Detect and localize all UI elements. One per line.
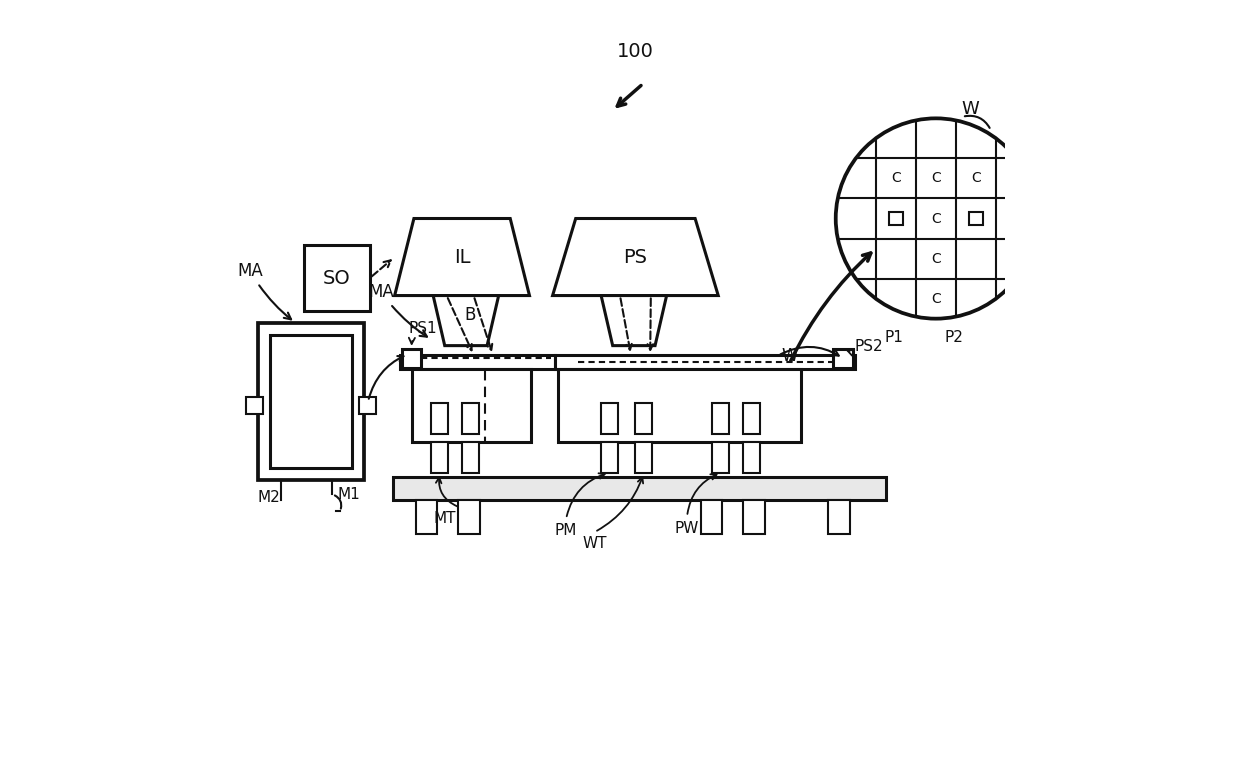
Text: C: C bbox=[931, 292, 941, 306]
Bar bbox=[304, 245, 370, 311]
Bar bbox=[432, 442, 448, 473]
Text: SO: SO bbox=[322, 268, 351, 288]
Bar bbox=[743, 442, 760, 473]
Bar bbox=[833, 348, 853, 368]
Bar bbox=[968, 212, 983, 226]
Bar bbox=[415, 500, 438, 535]
Text: C: C bbox=[931, 212, 941, 226]
Bar bbox=[463, 404, 479, 435]
Polygon shape bbox=[394, 219, 529, 296]
Text: MT: MT bbox=[433, 511, 455, 526]
Text: PS1: PS1 bbox=[408, 320, 436, 344]
Text: PW: PW bbox=[675, 521, 699, 535]
Text: W: W bbox=[781, 347, 799, 365]
Polygon shape bbox=[553, 219, 718, 296]
Bar bbox=[270, 334, 352, 468]
Bar bbox=[600, 442, 618, 473]
Text: PM: PM bbox=[554, 523, 578, 538]
Bar bbox=[258, 323, 365, 480]
Bar bbox=[401, 355, 554, 369]
Bar bbox=[635, 404, 652, 435]
Text: IL: IL bbox=[454, 248, 470, 266]
Text: M2: M2 bbox=[258, 490, 280, 505]
Bar bbox=[600, 404, 618, 435]
Polygon shape bbox=[433, 296, 498, 345]
Text: WT: WT bbox=[583, 536, 606, 551]
Text: C: C bbox=[931, 171, 941, 185]
Text: P1: P1 bbox=[885, 330, 904, 345]
Bar bbox=[554, 355, 856, 369]
Text: MA: MA bbox=[368, 283, 427, 337]
Bar bbox=[828, 500, 849, 535]
Bar bbox=[393, 476, 885, 500]
Bar bbox=[459, 500, 480, 535]
Text: 100: 100 bbox=[618, 42, 653, 61]
Bar bbox=[635, 442, 652, 473]
Text: M1: M1 bbox=[337, 487, 360, 502]
Text: C: C bbox=[971, 212, 981, 226]
Bar bbox=[743, 500, 765, 535]
Text: W: W bbox=[961, 100, 978, 118]
Text: C: C bbox=[892, 212, 900, 226]
Bar bbox=[558, 369, 801, 442]
Bar bbox=[713, 404, 729, 435]
Circle shape bbox=[836, 119, 1037, 319]
Bar bbox=[412, 369, 532, 442]
Text: PS2: PS2 bbox=[847, 339, 884, 355]
Text: PS: PS bbox=[624, 248, 647, 266]
Bar bbox=[713, 442, 729, 473]
Text: MA: MA bbox=[237, 262, 291, 320]
Text: C: C bbox=[892, 171, 900, 185]
Bar bbox=[432, 404, 448, 435]
Bar bbox=[889, 212, 903, 226]
Bar bbox=[701, 500, 723, 535]
Text: C: C bbox=[931, 251, 941, 265]
Polygon shape bbox=[601, 296, 667, 345]
Bar bbox=[360, 397, 376, 414]
Text: P2: P2 bbox=[945, 330, 963, 345]
Text: B: B bbox=[465, 306, 476, 324]
Bar bbox=[246, 397, 263, 414]
Text: C: C bbox=[971, 171, 981, 185]
Bar bbox=[743, 404, 760, 435]
Bar bbox=[463, 442, 479, 473]
Bar bbox=[402, 348, 422, 368]
